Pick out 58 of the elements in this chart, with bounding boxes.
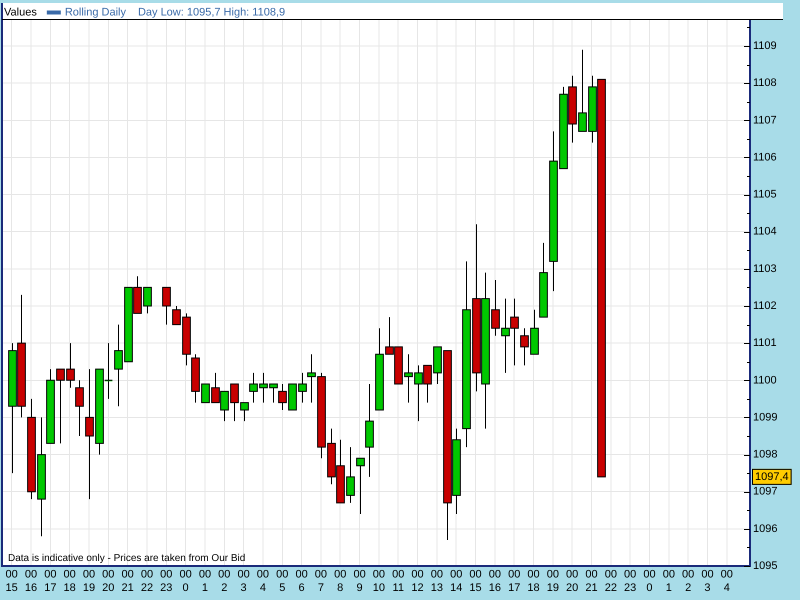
y-tick-label: 1108 <box>753 77 777 90</box>
x-tick-label: 00 15 <box>469 568 482 594</box>
x-tick-label: 00 11 <box>392 568 404 594</box>
y-tick-label: 1099 <box>753 411 778 424</box>
x-tick-label: 00 22 <box>604 568 617 594</box>
y-tick-label: 1101 <box>753 337 777 350</box>
x-tick-label: 00 9 <box>353 568 366 594</box>
x-tick-label: 00 13 <box>430 568 444 594</box>
text: Rolling Daily <box>64 6 126 19</box>
x-tick-label: 00 16 <box>488 568 501 594</box>
x-tick-label: 00 5 <box>276 568 288 594</box>
y-tick-label: 1100 <box>753 374 777 386</box>
legend-title: Values <box>4 6 38 19</box>
x-tick-label: 00 17 <box>44 568 56 594</box>
y-tick-label: 1098 <box>753 448 778 461</box>
x-tick-label: 00 18 <box>64 568 76 594</box>
x-tick-label: 00 8 <box>334 568 346 594</box>
y-tick-label: 1097 <box>753 486 778 498</box>
x-tick-label: 00 23 <box>624 568 636 594</box>
y-tick-label: 1095 <box>753 560 778 572</box>
x-tick-label: 00 2 <box>218 568 230 594</box>
x-tick-label: 00 0 <box>643 568 656 594</box>
x-tick-label: 00 4 <box>720 568 733 594</box>
x-tick-label: 00 19 <box>546 568 559 594</box>
y-tick-label: 1105 <box>753 188 777 201</box>
x-tick-label: 00 4 <box>256 568 270 594</box>
y-tick-label: 1106 <box>753 151 777 164</box>
y-tick-label: 1096 <box>753 522 778 535</box>
x-tick-label: 00 3 <box>701 568 714 594</box>
annotation: Data is indicative only - Prices are taken from Our Bid <box>8 552 246 564</box>
y-tick-label: 1103 <box>753 262 777 275</box>
x-tick-label: 00 20 <box>102 568 114 594</box>
x-tick-label: 00 14 <box>450 568 462 594</box>
y-tick-label: 1107 <box>753 114 777 126</box>
x-tick-label: 00 21 <box>122 568 134 594</box>
x-tick-label: 00 0 <box>179 568 192 594</box>
x-tick-label: 00 7 <box>314 568 328 594</box>
x-tick-label: 00 18 <box>527 568 540 594</box>
x-tick-label: 00 19 <box>82 568 96 594</box>
y-tick-label: 1102 <box>753 300 777 312</box>
x-tick-label: 00 16 <box>24 568 38 594</box>
x-tick-label: 00 21 <box>585 568 598 594</box>
chart-subtitle: Day Low: 1095,7 High: 1108,9 <box>138 6 286 19</box>
x-tick-label: 00 2 <box>682 568 694 594</box>
x-tick-label: 00 6 <box>295 568 308 594</box>
x-tick-label: 00 10 <box>372 568 386 594</box>
x-tick-label: 00 15 <box>6 568 18 594</box>
x-tick-label: 00 23 <box>160 568 172 594</box>
x-tick-label: 00 17 <box>508 568 520 594</box>
annotation: 1097,4 <box>755 470 789 483</box>
x-tick-label: 00 1 <box>198 568 212 594</box>
x-tick-label: 00 12 <box>411 568 424 594</box>
y-tick-label: 1104 <box>753 226 777 238</box>
x-tick-label: 00 22 <box>140 568 154 594</box>
x-tick-label: 00 3 <box>237 568 250 594</box>
x-tick-label: 00 20 <box>566 568 578 594</box>
x-tick-label: 00 1 <box>662 568 675 594</box>
y-tick-label: 1109 <box>753 40 777 52</box>
